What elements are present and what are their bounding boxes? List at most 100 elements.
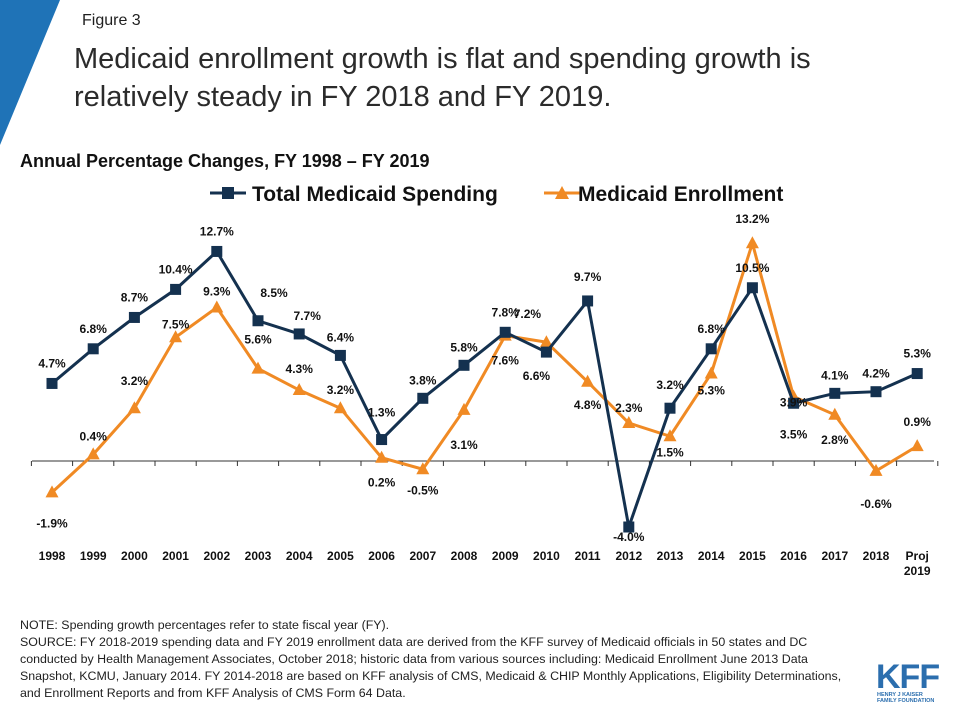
logo-subtitle-line2: FAMILY FOUNDATION	[877, 698, 935, 704]
spending-data-label: 1.3%	[368, 406, 396, 420]
enrollment-data-label: -0.6%	[860, 497, 892, 511]
x-tick-label: 2001	[162, 549, 189, 563]
spending-data-label: 10.4%	[159, 262, 193, 276]
x-tick-label: 2003	[245, 549, 272, 563]
note-text: NOTE: Spending growth percentages refer …	[20, 618, 390, 632]
spending-data-label: 6.8%	[698, 322, 726, 336]
spending-data-label: 3.8%	[409, 373, 437, 387]
line-chart: Total Medicaid Spending Medicaid Enrollm…	[30, 183, 939, 578]
spending-point	[252, 315, 264, 327]
spending-data-label: 6.8%	[80, 322, 108, 336]
enrollment-point	[292, 383, 306, 396]
x-axis-categories: 1998 1999 2000 2001 2002 2003 2004 2005 2006 2007…	[39, 549, 931, 578]
spending-data-label: 4.2%	[862, 367, 890, 381]
kff-logo: KFF HENRY J KAISER FAMILY FOUNDATION	[876, 658, 946, 706]
spending-data-label: 3.5%	[780, 427, 808, 441]
enrollment-data-label: 7.5%	[162, 317, 190, 331]
enrollment-data-label: 3.1%	[450, 438, 478, 452]
enrollment-point	[375, 450, 389, 463]
spending-point	[499, 326, 511, 338]
source-text: SOURCE: FY 2018-2019 spending data and F…	[20, 635, 842, 700]
enrollment-data-label: 7.6%	[492, 354, 520, 368]
enrollment-data-label: 4.3%	[286, 362, 314, 376]
legend-spending-marker	[222, 187, 234, 199]
spending-point	[376, 434, 388, 446]
enrollment-point	[251, 361, 265, 374]
spending-point	[211, 245, 223, 257]
spending-point	[170, 283, 182, 295]
x-tick-label: 2007	[409, 549, 436, 563]
x-tick-label: 2008	[451, 549, 478, 563]
enrollment-point	[869, 463, 883, 476]
spending-point	[46, 377, 58, 389]
spending-data-label: 9.7%	[574, 270, 602, 284]
x-tick-label: 2013	[657, 549, 684, 563]
spending-point	[870, 386, 882, 398]
enrollment-point	[581, 374, 595, 387]
x-tick-label: 2006	[368, 549, 395, 563]
enrollment-point	[622, 416, 636, 429]
spending-data-label: 6.6%	[523, 369, 551, 383]
chart-legend: Total Medicaid Spending Medicaid Enrollm…	[210, 183, 783, 206]
spending-point	[458, 359, 470, 371]
enrollment-line	[50, 237, 918, 494]
enrollment-data-label: 3.2%	[327, 383, 355, 397]
page-title: Medicaid enrollment growth is flat and s…	[74, 43, 811, 113]
legend-enrollment-marker	[555, 186, 569, 199]
spending-data-label: 5.8%	[450, 340, 478, 354]
x-tick-label: 1998	[39, 549, 66, 563]
enrollment-point	[539, 335, 553, 348]
spending-data-label: 6.4%	[327, 330, 355, 344]
spending-point	[664, 402, 676, 414]
spending-data-label: 8.7%	[121, 290, 149, 304]
enrollment-data-label: 1.5%	[656, 445, 684, 459]
spending-point	[705, 343, 717, 355]
enrollment-point	[169, 330, 183, 343]
logo-subtitle-line1: HENRY J KAISER	[877, 692, 923, 698]
enrollment-data-label: 2.3%	[615, 401, 643, 415]
data-labels: 4.7% 6.8% 8.7% 10.4% 12.7% 8.5% 7.7% 6.4% 1.3% 3.…	[36, 212, 931, 544]
spending-data-label: 7.8%	[492, 305, 520, 319]
spending-point	[417, 392, 429, 404]
enrollment-data-label: 3.9%	[780, 396, 808, 410]
x-tick-label: 2018	[863, 549, 890, 563]
spending-point	[334, 349, 346, 361]
chart-notes: NOTE: Spending growth percentages refer …	[20, 617, 860, 702]
legend-enrollment-label: Medicaid Enrollment	[578, 183, 783, 206]
x-tick-label: 2017	[821, 549, 848, 563]
x-tick-label: 2009	[492, 549, 519, 563]
enrollment-data-label: 5.3%	[698, 384, 726, 398]
enrollment-data-label: 0.9%	[904, 415, 932, 429]
figure-label: Figure 3	[82, 12, 141, 29]
spending-data-label: 4.7%	[38, 356, 66, 370]
enrollment-point	[210, 300, 224, 313]
spending-data-label: 4.1%	[821, 368, 849, 382]
legend-spending-label: Total Medicaid Spending	[252, 183, 498, 206]
x-tick-label: 2004	[286, 549, 313, 563]
spending-point	[911, 368, 923, 380]
chart-title: Annual Percentage Changes, FY 1998 – FY …	[20, 151, 430, 171]
spending-point	[623, 521, 635, 533]
x-tick-label: 2005	[327, 549, 354, 563]
spending-data-label: 8.5%	[260, 286, 288, 300]
enrollment-point	[745, 236, 759, 249]
spending-data-label: 7.7%	[294, 309, 322, 323]
enrollment-data-label: 13.2%	[735, 212, 769, 226]
spending-data-label: 5.3%	[904, 347, 932, 361]
enrollment-point	[127, 401, 141, 414]
enrollment-point	[45, 485, 59, 498]
enrollment-data-label: 3.2%	[121, 374, 149, 388]
enrollment-data-label: 5.6%	[244, 333, 272, 347]
spending-line	[51, 249, 918, 533]
x-tick-label: 2015	[739, 549, 766, 563]
enrollment-data-label: 0.2%	[368, 476, 396, 490]
enrollment-point	[828, 407, 842, 420]
enrollment-data-label: -1.9%	[36, 516, 68, 530]
x-tick-label: 2012	[615, 549, 642, 563]
logo-wordmark: KFF	[876, 658, 940, 696]
x-tick-label: 2010	[533, 549, 560, 563]
enrollment-data-label: 9.3%	[203, 285, 231, 299]
enrollment-data-label: 2.8%	[821, 433, 849, 447]
spending-point	[582, 295, 594, 307]
spending-data-label: 12.7%	[200, 224, 234, 238]
